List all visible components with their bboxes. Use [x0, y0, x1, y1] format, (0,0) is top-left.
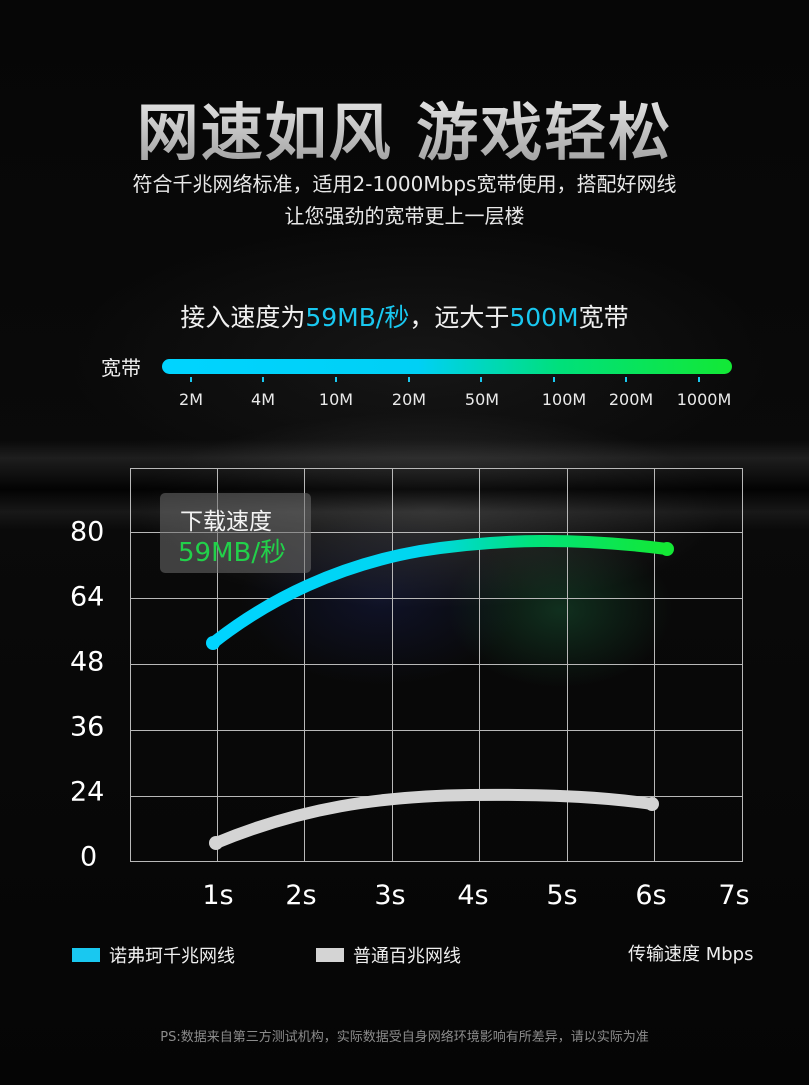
- bandwidth-tick-label: 10M: [318, 390, 354, 409]
- x-axis-label: 6s: [635, 880, 667, 911]
- bandwidth-tick: [190, 377, 192, 382]
- bandwidth-tick-label: 50M: [464, 390, 500, 409]
- bandwidth-tick-label: 100M: [541, 390, 587, 409]
- bandwidth-tick: [408, 377, 410, 382]
- bandwidth-tick: [625, 377, 627, 382]
- bandwidth-tick-label: 200M: [608, 390, 654, 409]
- background-haze: [0, 440, 809, 530]
- x-axis-label: 4s: [457, 880, 489, 911]
- tooltip-title: 下载速度: [180, 509, 272, 535]
- bandwidth-tick-label: 20M: [391, 390, 427, 409]
- bandwidth-tick-label: 1000M: [676, 390, 732, 409]
- headline-prefix: 接入速度为: [180, 303, 306, 332]
- footnote: PS:数据来自第三方测试机构，实际数据受自身网络环境影响有所差异，请以实际为准: [160, 1030, 649, 1045]
- bandwidth-gradient-bar: [162, 359, 732, 374]
- bandwidth-tick: [335, 377, 337, 382]
- series-fast-ethernet-end-point: [645, 797, 659, 811]
- legend-item-fast-ethernet: 普通百兆网线: [316, 942, 461, 968]
- bandwidth-tick: [480, 377, 482, 382]
- x-axis-label: 5s: [546, 880, 578, 911]
- series-gigabit-end-point: [660, 542, 674, 556]
- x-axis-label: 1s: [202, 880, 234, 911]
- y-axis-label: 24: [70, 776, 105, 808]
- tooltip-value: 59MB/秒: [178, 538, 287, 568]
- download-speed-tooltip: 下载速度 59MB/秒: [160, 493, 311, 573]
- bandwidth-label: 宽带: [101, 356, 141, 380]
- series-gigabit-line: [207, 535, 673, 649]
- bandwidth-tick: [553, 377, 555, 382]
- speed-headline: 接入速度为59MB/秒，远大于500M宽带: [0, 298, 809, 334]
- y-axis-label: 80: [70, 516, 105, 548]
- page-title: 网速如风 游戏轻松: [0, 82, 809, 172]
- x-axis-label: 3s: [374, 880, 406, 911]
- legend-item-gigabit: 诺弗珂千兆网线: [72, 942, 235, 968]
- headline-middle: ，远大于: [409, 303, 510, 332]
- bandwidth-tick: [262, 377, 264, 382]
- legend-swatch-cyan: [72, 948, 100, 962]
- y-axis-label: 36: [70, 711, 105, 743]
- y-axis-label: 64: [70, 581, 105, 613]
- series-fast-ethernet-start-point: [209, 836, 223, 850]
- headline-suffix: 宽带: [578, 303, 629, 332]
- headline-bandwidth: 500M: [509, 303, 579, 332]
- legend-label: 诺弗珂千兆网线: [109, 946, 235, 967]
- series-gigabit-start-point: [206, 636, 220, 650]
- legend-label: 普通百兆网线: [353, 946, 461, 967]
- legend-swatch-gray: [316, 948, 344, 962]
- bandwidth-tick-label: 4M: [251, 390, 275, 409]
- series-fast-ethernet-line: [210, 788, 658, 849]
- x-axis-label: 7s: [718, 880, 750, 911]
- subtitle-line-1: 符合千兆网络标准，适用2-1000Mbps宽带使用，搭配好网线: [132, 172, 677, 196]
- y-axis-label: 48: [70, 646, 105, 678]
- bandwidth-tick: [698, 377, 700, 382]
- y-axis-unit-label: 传输速度 Mbps: [628, 944, 754, 965]
- y-axis-label: 0: [80, 841, 98, 873]
- subtitle-line-2: 让您强劲的宽带更上一层楼: [284, 204, 525, 228]
- headline-speed: 59MB/秒: [305, 303, 410, 332]
- x-axis-label: 2s: [285, 880, 317, 911]
- bandwidth-tick-label: 2M: [179, 390, 203, 409]
